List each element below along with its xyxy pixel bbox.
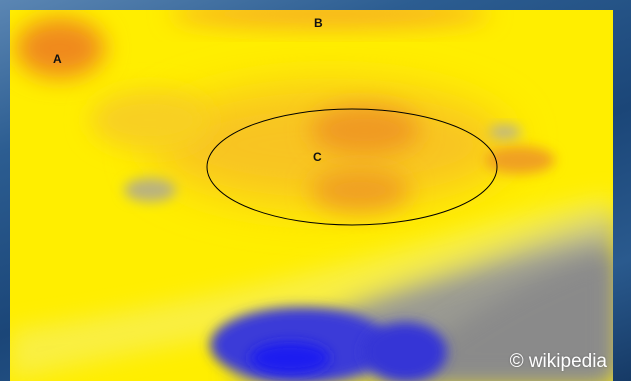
pale-band bbox=[10, 195, 613, 381]
warm-patch-west bbox=[90, 90, 210, 150]
credit-text: © wikipedia bbox=[509, 351, 607, 372]
blue-low-region-east bbox=[363, 322, 447, 381]
blue-core bbox=[250, 342, 330, 374]
warm-core-north bbox=[310, 105, 420, 155]
label-c: C bbox=[313, 150, 322, 164]
gray-spot-east bbox=[489, 125, 521, 139]
label-a: A bbox=[53, 52, 62, 66]
region-c-outline bbox=[206, 108, 498, 226]
gray-spot-west bbox=[124, 178, 176, 202]
plot-area bbox=[10, 10, 613, 381]
warm-region-a bbox=[15, 18, 105, 78]
label-b: B bbox=[314, 16, 323, 30]
warm-core-south bbox=[310, 168, 410, 212]
warm-region-b bbox=[170, 10, 490, 28]
warm-spot-east bbox=[485, 146, 555, 174]
